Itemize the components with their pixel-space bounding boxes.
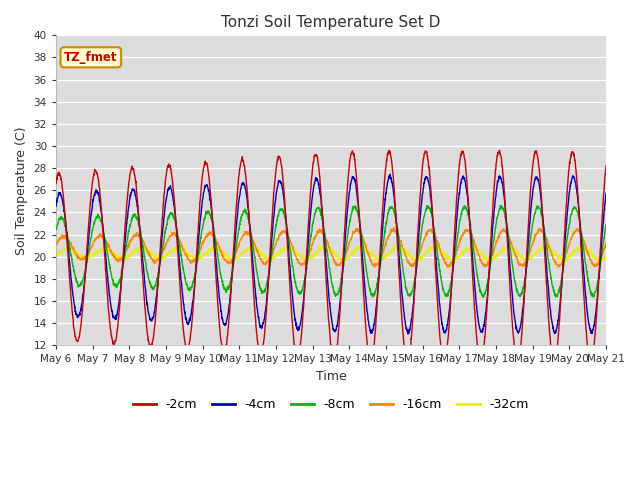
X-axis label: Time: Time <box>316 370 346 383</box>
Y-axis label: Soil Temperature (C): Soil Temperature (C) <box>15 126 28 254</box>
Title: Tonzi Soil Temperature Set D: Tonzi Soil Temperature Set D <box>221 15 440 30</box>
Text: TZ_fmet: TZ_fmet <box>64 51 118 64</box>
Legend: -2cm, -4cm, -8cm, -16cm, -32cm: -2cm, -4cm, -8cm, -16cm, -32cm <box>128 394 534 417</box>
